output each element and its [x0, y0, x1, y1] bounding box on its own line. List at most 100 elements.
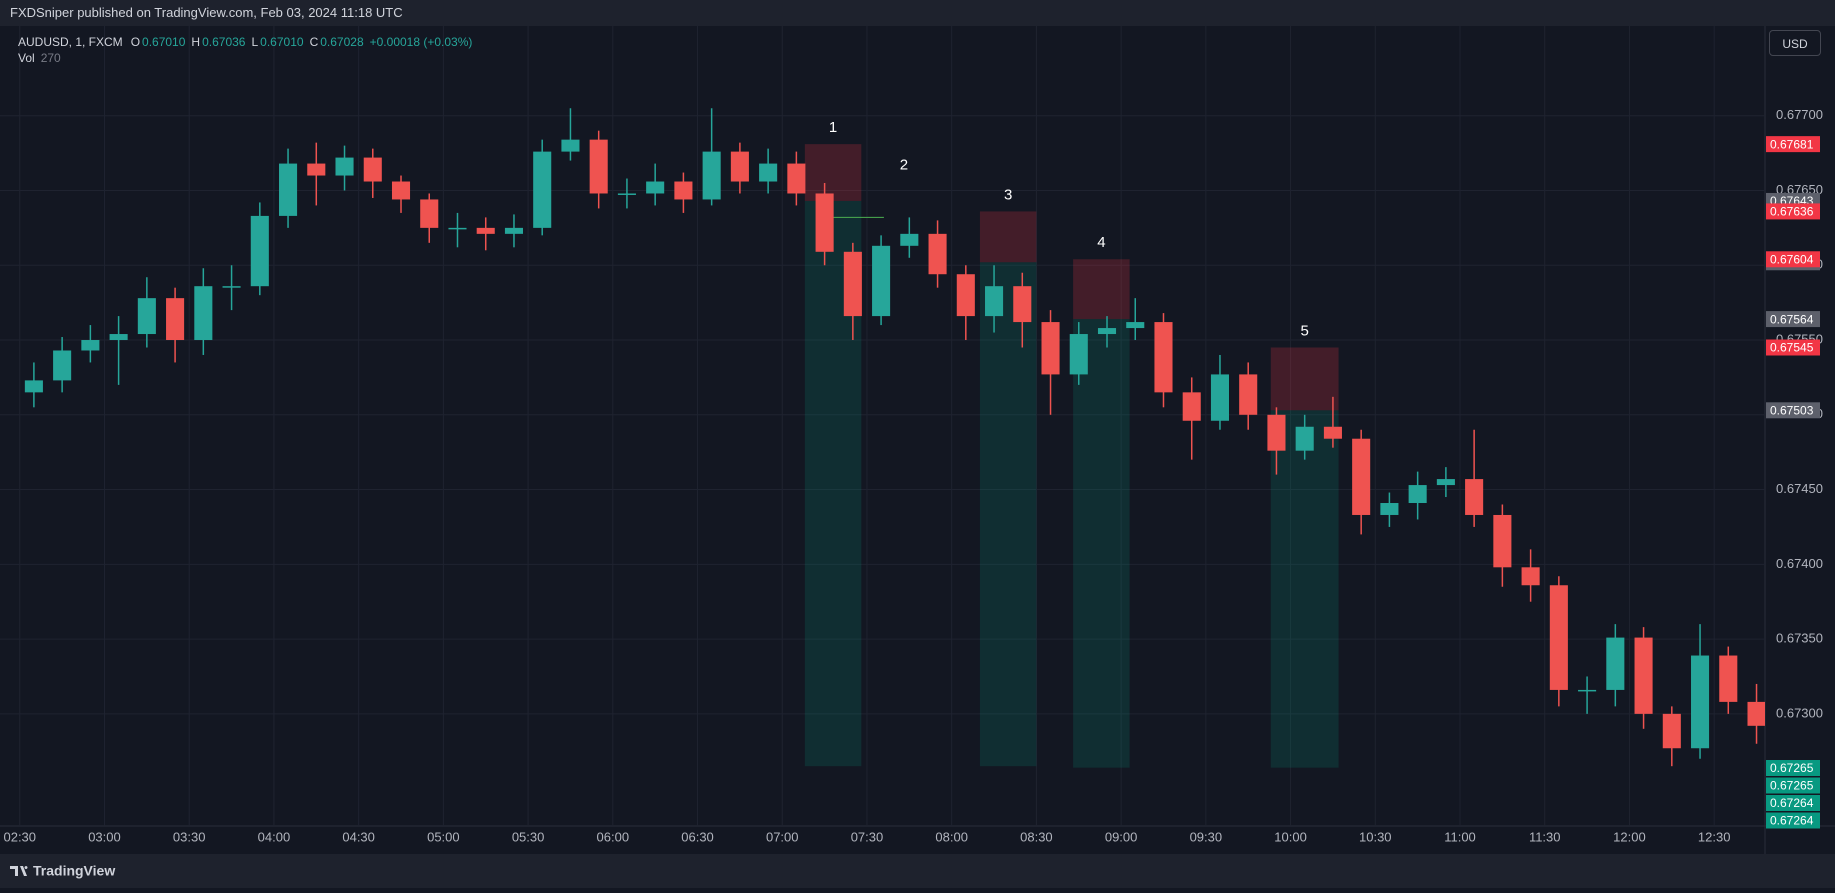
candle-body: [109, 334, 128, 341]
candle-body: [1493, 514, 1512, 568]
candle-body: [956, 274, 975, 317]
candle-body: [250, 215, 269, 287]
ohlc: O 0.67010 H 0.67036 L 0.67010 C 0.67028: [131, 35, 370, 49]
candle-body: [1154, 322, 1173, 393]
x-tick-label: 04:00: [258, 829, 291, 844]
candle-body: [1436, 479, 1455, 486]
candle-body: [730, 151, 749, 182]
candle-body: [137, 298, 156, 335]
publisher-bar: FXDSniper published on TradingView.com, …: [0, 0, 1835, 26]
x-tick-label: 06:30: [681, 829, 714, 844]
candle-body: [646, 181, 665, 194]
x-tick-label: 03:30: [173, 829, 206, 844]
candle-body: [222, 286, 241, 288]
candle-body: [1323, 426, 1342, 439]
target-badge: 0.67264: [1770, 814, 1814, 828]
x-tick-label: 12:00: [1613, 829, 1646, 844]
candle-body: [1691, 655, 1710, 749]
currency-button[interactable]: USD: [1769, 30, 1821, 56]
candle-body: [363, 157, 382, 182]
stop-zone: [804, 144, 862, 201]
y-tick-label: 0.67400: [1776, 556, 1823, 571]
ohlc-value: 0.67010: [142, 35, 186, 49]
candle-body: [1521, 567, 1540, 586]
candle-body: [166, 298, 185, 341]
candle-body: [1606, 637, 1625, 690]
candle-body: [1634, 637, 1653, 714]
ohlc-key: H: [191, 35, 201, 49]
ohlc-key: O: [130, 35, 141, 49]
candle-body: [335, 157, 354, 176]
candle-body: [448, 227, 467, 230]
target-zone: [1073, 319, 1130, 768]
ohlc-key: L: [251, 35, 259, 49]
stop-zone: [1073, 259, 1130, 320]
candle-body: [928, 233, 947, 275]
x-tick-label: 09:30: [1190, 829, 1223, 844]
entry-badge: 0.67503: [1770, 403, 1814, 417]
position-label: 1: [829, 119, 837, 136]
candle-body: [1295, 426, 1314, 451]
stop-zone: [1270, 347, 1339, 411]
candle-body: [391, 181, 411, 200]
candle-body: [1352, 438, 1371, 515]
candle-body: [1380, 503, 1399, 515]
target-badge: 0.67265: [1770, 779, 1814, 793]
target-badge: 0.67264: [1770, 796, 1814, 810]
candle-body: [53, 350, 72, 381]
target-zone: [1270, 410, 1339, 768]
candle-body: [872, 245, 891, 317]
candle-body: [702, 151, 721, 200]
candle-body: [1041, 322, 1060, 375]
candle-body: [843, 251, 862, 317]
x-tick-label: 08:00: [935, 829, 968, 844]
candle-body: [1126, 322, 1145, 329]
publisher: FXDSniper published on TradingView.com, …: [10, 5, 403, 20]
candle-body: [24, 380, 43, 393]
x-tick-label: 05:30: [512, 829, 545, 844]
brand: TradingView: [33, 863, 115, 879]
axes: 0.673000.673500.674000.674500.675000.675…: [3, 107, 1823, 844]
plot-area: 1 3 4 5 2: [0, 26, 1765, 826]
candle-body: [561, 139, 580, 152]
position-label: 5: [1301, 322, 1309, 339]
target-badge: 0.67265: [1770, 761, 1814, 775]
stop-badge-bg: [1766, 203, 1820, 220]
x-tick-label: 10:30: [1359, 829, 1392, 844]
stop-badge: 0.67545: [1770, 341, 1814, 355]
target-zone: [979, 262, 1037, 767]
logo-mark: [10, 866, 28, 876]
candle-body: [420, 199, 439, 228]
candle-body: [504, 227, 524, 234]
footer: TradingView: [0, 854, 1835, 888]
x-tick-label: 03:00: [88, 829, 121, 844]
candle-body: [617, 193, 636, 195]
candle-body: [1578, 689, 1597, 692]
stop-badge-bg: [1766, 136, 1820, 153]
candle-body: [674, 181, 693, 200]
candle-body: [194, 286, 213, 341]
legend[interactable]: AUDUSD, 1, FXCM O 0.67010 H 0.67036 L 0.67010 C…: [18, 34, 478, 50]
candle-body: [1013, 286, 1032, 323]
candle-body: [1239, 374, 1258, 415]
symbol: AUDUSD, 1, FXCM: [18, 35, 123, 49]
change: +0.00018 (+0.03%): [369, 35, 473, 49]
entry-badge-bg: [1766, 311, 1820, 328]
candle-body: [1210, 374, 1230, 421]
candle-body: [787, 163, 806, 194]
position-label: 4: [1097, 234, 1105, 251]
candle-body: [815, 193, 834, 252]
candle-body: [533, 151, 552, 228]
target-badge-bg: [1766, 795, 1820, 811]
candle-body: [1182, 392, 1201, 421]
entry-badge-bg: [1766, 402, 1820, 419]
brand-logo: TradingView: [10, 863, 115, 879]
candle-body: [1549, 585, 1568, 690]
stop-badge-bg: [1766, 251, 1820, 268]
stop-badge: 0.67604: [1770, 252, 1814, 266]
candle-body: [1662, 713, 1681, 749]
candle-body: [1069, 334, 1088, 375]
ohlc-key: C: [309, 35, 319, 49]
candle-body: [1747, 701, 1765, 726]
